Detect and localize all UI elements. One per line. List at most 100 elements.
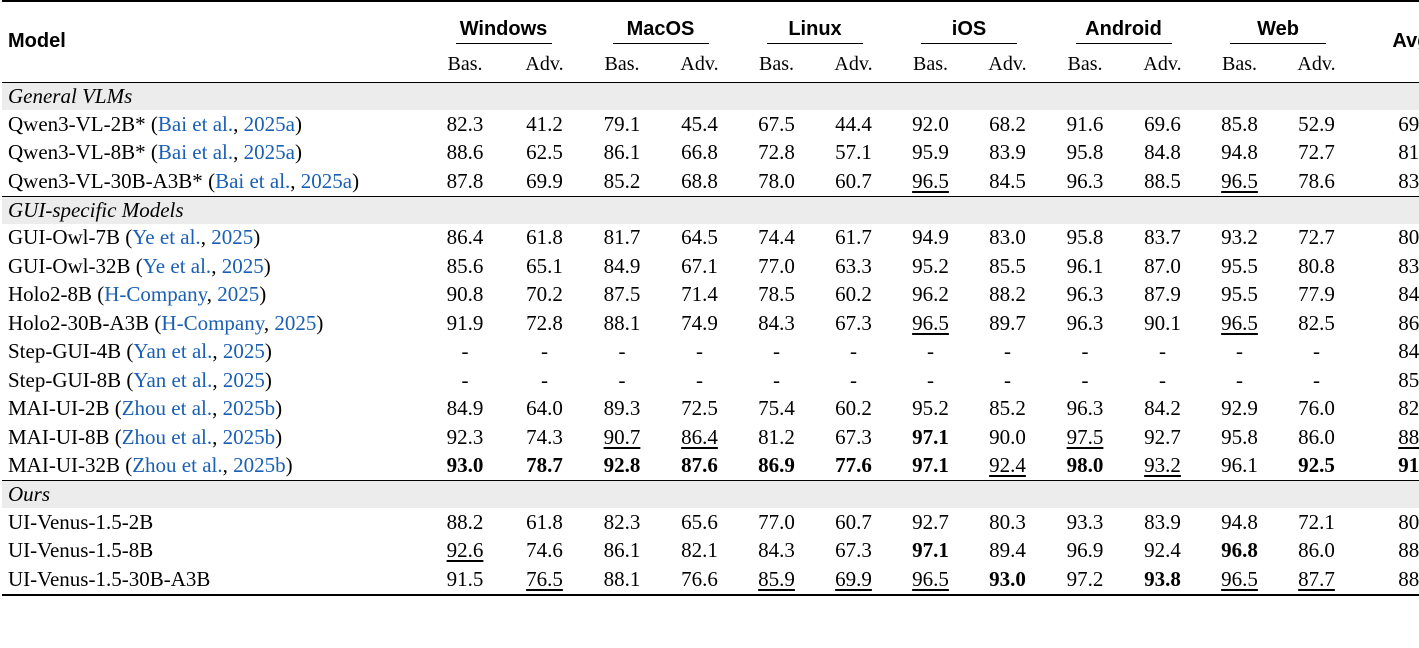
score-cell: -: [1278, 338, 1355, 367]
score-cell: 87.0: [1124, 252, 1201, 281]
score-value: 84.3: [758, 538, 795, 563]
table-row: MAI-UI-8B (Zhou et al., 2025b) 92.3 74.3 90…: [2, 423, 1419, 452]
score-cell: -: [738, 366, 815, 395]
citation-author-link[interactable]: Bai et al.: [157, 111, 234, 136]
score-value: 91.9: [446, 310, 484, 335]
sub-header-advanced: Adv.: [988, 52, 1027, 75]
score-cell: 74.3: [506, 423, 583, 452]
score-value: 86.1: [603, 140, 641, 165]
sub-header-advanced: Adv.: [1143, 52, 1182, 75]
model-name: Holo2-8B: [8, 282, 92, 307]
score-cell: 65.1: [506, 252, 583, 281]
score-cell: 81.7: [583, 224, 661, 253]
score-value: 87.9: [1144, 282, 1181, 307]
score-cell: 86.9: [738, 452, 815, 481]
score-cell: 85.2: [969, 395, 1046, 424]
score-value: 77.9: [1298, 282, 1335, 307]
citation-year-link[interactable]: 2025: [222, 339, 265, 364]
score-cell: 86.4: [424, 224, 506, 253]
score-cell: 90.7: [583, 423, 661, 452]
citation-year-link[interactable]: 2025b: [233, 453, 286, 478]
table-row: GUI-Owl-7B (Ye et al., 2025) 86.4 61.8 81.7…: [2, 224, 1419, 253]
score-value: -: [696, 339, 703, 364]
citation-year-link[interactable]: 2025a: [243, 111, 295, 136]
score-value: 80.5: [1398, 225, 1419, 250]
score-value: 92.7: [1144, 424, 1181, 449]
citation-author-link[interactable]: Bai et al.: [215, 168, 291, 193]
sub-header-basic: Bas.: [1222, 52, 1257, 75]
citation-author-link[interactable]: Zhou et al.: [121, 424, 213, 449]
score-value: 72.8: [526, 310, 563, 335]
citation-author-link[interactable]: Ye et al.: [142, 253, 212, 278]
score-value: 85.2: [989, 396, 1026, 421]
citation-author-link[interactable]: Zhou et al.: [132, 453, 223, 478]
score-cell: -: [815, 338, 892, 367]
score-cell: 93.2: [1124, 452, 1201, 481]
score-value: 84.8: [1144, 140, 1181, 165]
score-cell: 74.6: [506, 537, 583, 566]
score-cell: 74.4: [738, 224, 815, 253]
score-value: 84.5: [1398, 282, 1419, 307]
score-value: 68.8: [681, 168, 718, 193]
score-value: 44.4: [835, 111, 872, 136]
citation-author-link[interactable]: Bai et al.: [157, 140, 234, 165]
score-cell: 45.4: [661, 110, 738, 139]
score-cell: 93.2: [1201, 224, 1278, 253]
score-cell: 77.0: [738, 252, 815, 281]
table-row: GUI-Owl-32B (Ye et al., 2025) 85.6 65.1 84.…: [2, 252, 1419, 281]
score-cell: 80.3: [969, 508, 1046, 537]
score-cell: 96.9: [1046, 537, 1124, 566]
citation-author-link[interactable]: Yan et al.: [133, 367, 213, 392]
score-value: 97.1: [912, 538, 949, 563]
citation-year-link[interactable]: 2025: [221, 253, 264, 278]
sub-header-advanced: Adv.: [525, 52, 564, 75]
citation-year-link[interactable]: 2025b: [222, 424, 276, 449]
citation-year-link[interactable]: 2025: [274, 310, 317, 335]
citation-author-link[interactable]: H-Company: [104, 282, 207, 307]
score-value: 82.1: [681, 538, 718, 563]
score-cell: 92.8: [583, 452, 661, 481]
score-cell: 87.5: [583, 281, 661, 310]
citation-author-link[interactable]: Zhou et al.: [121, 396, 213, 421]
score-cell: 79.1: [583, 110, 661, 139]
score-cell: 84.2: [1124, 395, 1201, 424]
score-cell: 60.7: [815, 508, 892, 537]
score-cell: -: [1124, 366, 1201, 395]
score-value: -: [1004, 339, 1011, 364]
citation-year-link[interactable]: 2025: [211, 225, 254, 250]
citation-author-link[interactable]: Yan et al.: [133, 339, 213, 364]
score-cell: 67.1: [661, 252, 738, 281]
score-cell: 96.5: [1201, 167, 1278, 196]
citation-year-link[interactable]: 2025a: [300, 168, 353, 193]
model-name: Step-GUI-4B: [8, 339, 122, 364]
score-cell: 72.8: [506, 309, 583, 338]
score-cell: 82.3: [424, 110, 506, 139]
table-row: UI-Venus-1.5-30B-A3B 91.5 76.5 88.1 76.6 85.9…: [2, 565, 1419, 596]
score-value: 83.7: [1398, 168, 1419, 193]
citation-year-link[interactable]: 2025a: [243, 140, 295, 165]
score-cell: -: [1278, 366, 1355, 395]
citation-year-link[interactable]: 2025b: [222, 396, 276, 421]
score-cell: -: [892, 366, 969, 395]
avg-value-cell: 83.7: [1355, 167, 1419, 196]
table-row: Holo2-8B (H-Company, 2025) 90.8 70.2 87.5 71…: [2, 281, 1419, 310]
score-cell: -: [583, 338, 661, 367]
score-value: 96.1: [1221, 453, 1258, 478]
citation-year-link[interactable]: 2025: [222, 367, 265, 392]
score-cell: 92.5: [1278, 452, 1355, 481]
score-value: 88.6: [446, 140, 484, 165]
score-value: 87.6: [681, 453, 718, 478]
score-value: 78.5: [758, 282, 795, 307]
citation-author-link[interactable]: Ye et al.: [132, 225, 201, 250]
score-cell: 68.8: [661, 167, 738, 196]
score-cell: -: [583, 366, 661, 395]
citation-author-link[interactable]: H-Company: [161, 310, 264, 335]
avg-value-cell: 83.0: [1355, 252, 1419, 281]
model-name: GUI-Owl-32B: [8, 253, 131, 278]
avg-value-cell: 69.5: [1355, 110, 1419, 139]
table-row: UI-Venus-1.5-8B 92.6 74.6 86.1 82.1 84.3 67.3 9…: [2, 537, 1419, 566]
score-value: 67.3: [835, 538, 872, 563]
citation-year-link[interactable]: 2025: [217, 282, 260, 307]
score-value: 88.8: [1398, 424, 1419, 449]
score-value: -: [1159, 339, 1166, 364]
